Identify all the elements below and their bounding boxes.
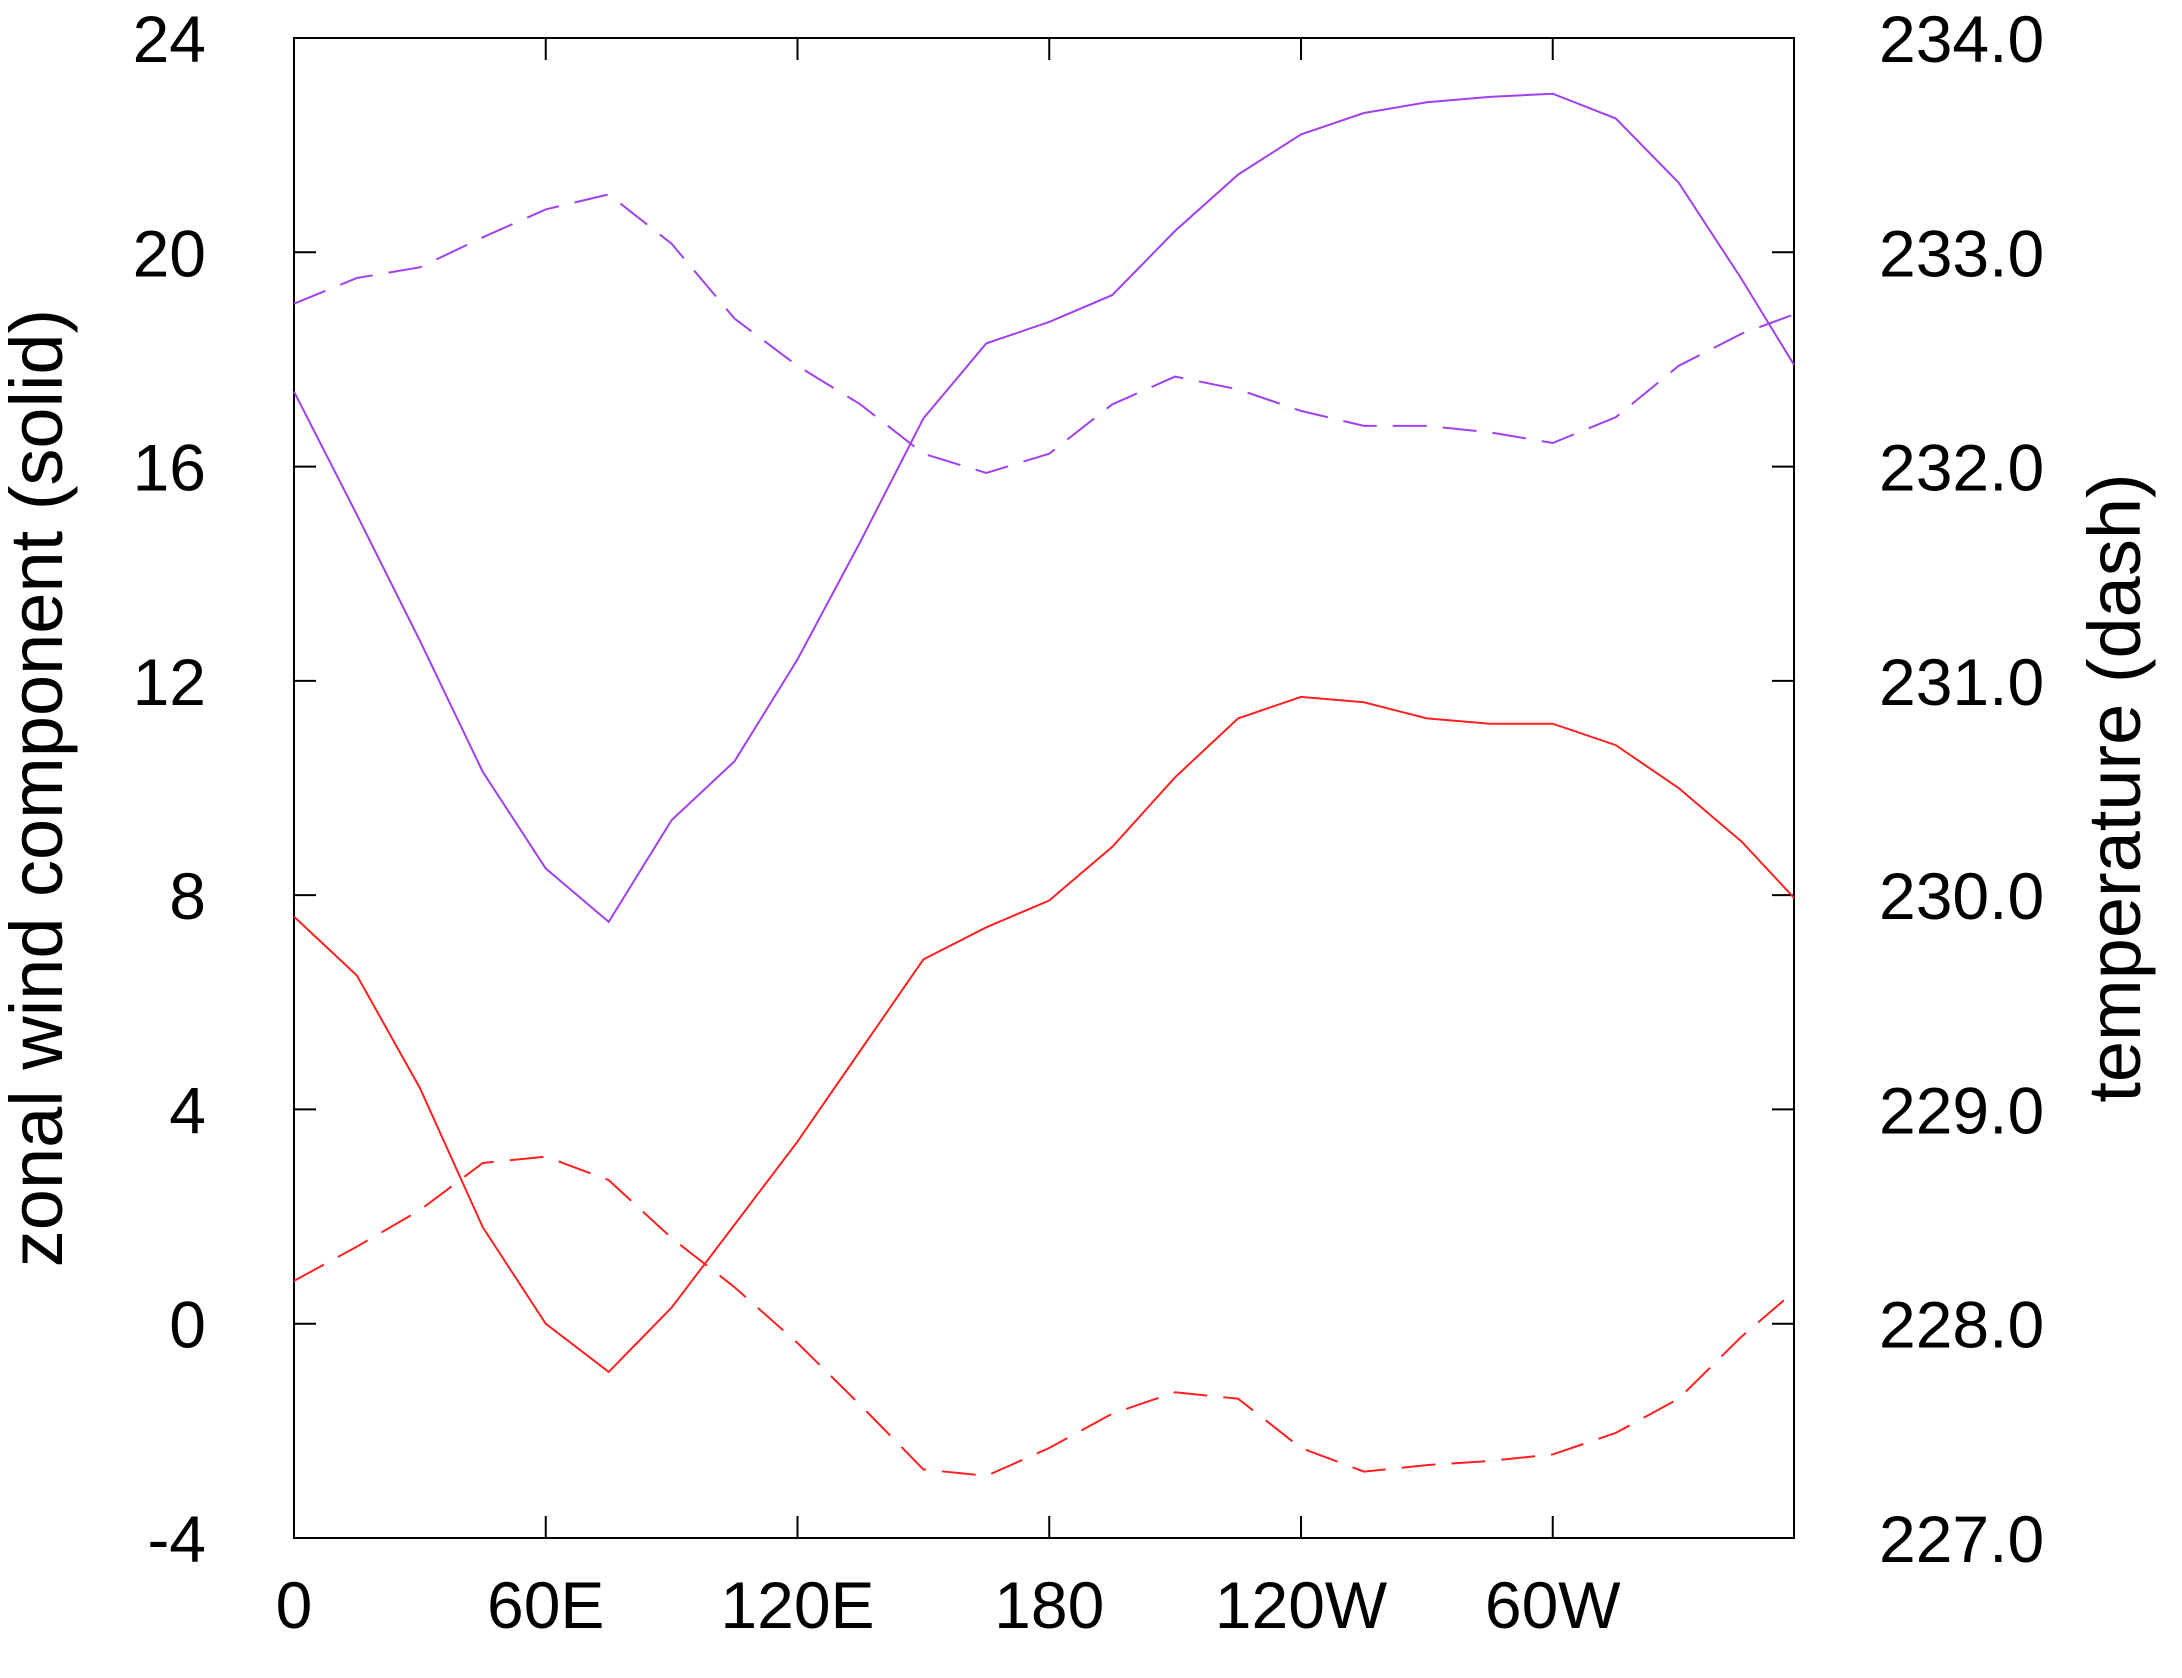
y-tick-label: -4 [147,1502,206,1576]
y-tick-label: 24 [133,2,206,76]
y-tick-label: 16 [133,431,206,505]
solid-line [293,695,1795,1374]
x-tick-label: 0 [276,1568,313,1642]
x-tick-label: 180 [994,1568,1104,1642]
x-tick-label: 120W [1215,1568,1388,1642]
dashed-line [293,193,1795,475]
y-axis-title: zonal wind component (solid) [0,309,78,1267]
y2-tick-label: 227.0 [1879,1502,2044,1576]
y-tick-label: 20 [133,216,206,290]
y2-axis-title: temperature (dash) [2073,473,2156,1102]
x-tick-label: 60W [1485,1568,1621,1642]
y2-tick-label: 231.0 [1879,645,2044,719]
y-tick-label: 4 [169,1073,206,1147]
y2-tick-label: 229.0 [1879,1073,2044,1147]
plot-frame [293,37,1795,1539]
x-tick-label: 60E [487,1568,604,1642]
y2-tick-label: 230.0 [1879,859,2044,933]
y-tick-label: 0 [169,1288,206,1362]
solid-line [293,92,1795,924]
y-tick-label: 12 [133,645,206,719]
y2-tick-label: 228.0 [1879,1288,2044,1362]
y2-tick-label: 234.0 [1879,2,2044,76]
dashed-line [293,1155,1795,1477]
y2-tick-label: 233.0 [1879,216,2044,290]
y2-tick-label: 232.0 [1879,431,2044,505]
y-tick-label: 8 [169,859,206,933]
x-tick-label: 120E [720,1568,874,1642]
